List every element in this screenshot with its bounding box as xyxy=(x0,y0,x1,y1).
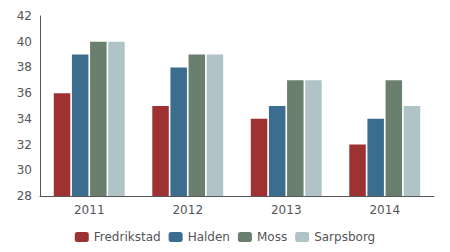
svg-text:2011: 2011 xyxy=(74,203,105,217)
svg-text:28: 28 xyxy=(17,189,32,203)
svg-text:32: 32 xyxy=(17,138,32,152)
svg-text:Fredrikstad: Fredrikstad xyxy=(94,230,161,244)
svg-text:34: 34 xyxy=(17,112,32,126)
svg-text:30: 30 xyxy=(17,163,32,177)
svg-text:Moss: Moss xyxy=(257,230,287,244)
svg-text:Halden: Halden xyxy=(188,230,230,244)
svg-text:42: 42 xyxy=(17,9,32,23)
svg-text:2014: 2014 xyxy=(369,203,400,217)
svg-text:2012: 2012 xyxy=(172,203,203,217)
svg-text:2013: 2013 xyxy=(271,203,302,217)
svg-text:38: 38 xyxy=(17,60,32,74)
svg-text:40: 40 xyxy=(17,35,32,49)
svg-text:Sarpsborg: Sarpsborg xyxy=(314,230,375,244)
svg-text:36: 36 xyxy=(17,86,32,100)
